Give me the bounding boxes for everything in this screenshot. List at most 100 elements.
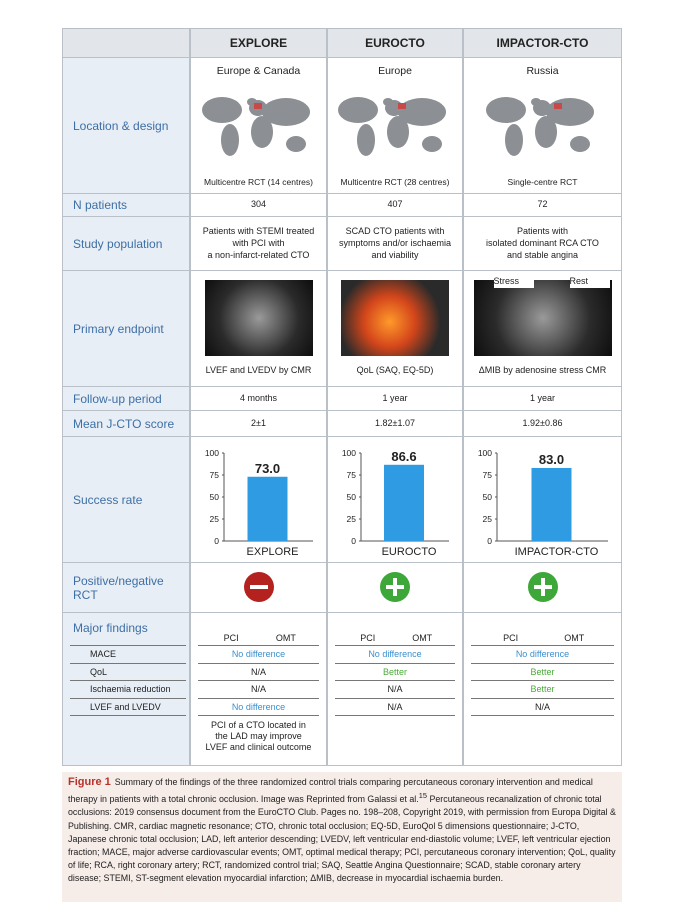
region: Europe <box>378 65 412 77</box>
endpoint-image <box>473 280 612 356</box>
finding: Better <box>530 666 555 677</box>
cell <box>327 612 463 766</box>
n-patients: 72 <box>537 199 548 209</box>
y-tick-label: 100 <box>478 448 492 458</box>
note: PCI of a CTO located in <box>211 720 306 730</box>
y-tick-label: 100 <box>205 448 219 458</box>
y-tick-label: 75 <box>483 470 493 480</box>
divider <box>471 645 614 646</box>
divider <box>471 663 614 664</box>
y-tick-label: 25 <box>210 514 220 524</box>
n-patients: 304 <box>250 199 267 209</box>
finding: N/A <box>387 701 403 712</box>
divider <box>198 715 319 716</box>
continent <box>261 98 310 126</box>
row-label: Success rate <box>62 436 190 563</box>
row-label: Mean J-CTO score <box>62 410 190 437</box>
design: Multicentre RCT (14 centres) <box>204 177 313 187</box>
population: with PCI with <box>232 238 285 248</box>
population: symptoms and/or ischaemia <box>338 238 452 248</box>
reference: 15 <box>418 791 427 801</box>
row-label: N patients <box>62 193 190 217</box>
highlight <box>253 103 262 109</box>
row-label: Major findings <box>62 612 190 766</box>
row-label: Location & design <box>62 57 190 194</box>
divider <box>335 715 455 716</box>
column-header: EXPLORE <box>190 28 327 58</box>
bar <box>384 464 424 541</box>
design: Multicentre RCT (28 centres) <box>340 177 450 187</box>
divider <box>471 680 614 681</box>
caption-text: Summary of the findings of the three ran… <box>68 777 593 805</box>
arm-header: OMT <box>412 633 433 643</box>
finding-label: LVEF and LVEDV <box>90 701 161 712</box>
finding: N/A <box>250 666 266 677</box>
header-cell <box>62 28 190 58</box>
finding: No difference <box>231 701 286 712</box>
row-label: Study population <box>62 216 190 271</box>
note: LVEF and clinical outcome <box>205 742 312 752</box>
finding: Better <box>382 666 407 677</box>
arm-header: PCI <box>503 633 519 643</box>
finding: N/A <box>534 701 550 712</box>
cell <box>463 216 622 271</box>
finding-label: Ischaemia reduction <box>90 684 171 694</box>
divider <box>471 715 614 716</box>
row-label: Positive/negative RCT <box>62 562 190 613</box>
bar-chart: 0 25 50 75 100 73.0 EXPLORE <box>205 448 313 558</box>
population: a non-infarct-related CTO <box>207 250 310 260</box>
arm-header: PCI <box>360 633 376 643</box>
image-label: Stress <box>493 276 534 288</box>
divider <box>198 663 319 664</box>
continent <box>422 136 442 152</box>
continent <box>201 97 242 123</box>
result-icon <box>380 572 410 602</box>
world-map <box>201 97 310 156</box>
followup: 1 year <box>382 393 408 403</box>
image-label: Rest <box>569 276 610 288</box>
continent <box>357 124 375 156</box>
note: the LAD may improve <box>215 731 302 741</box>
row-label: Primary endpoint <box>62 270 190 387</box>
y-tick-label: 100 <box>342 448 356 458</box>
population: Patients with <box>516 226 569 236</box>
arm-header: OMT <box>564 633 585 643</box>
y-tick-label: 50 <box>483 492 493 502</box>
y-tick-label: 50 <box>347 492 357 502</box>
finding: No difference <box>231 649 286 659</box>
population: and viability <box>371 250 419 260</box>
population: Patients with STEMI treated <box>202 226 315 236</box>
endpoint: ΔMIB by adenosine stress CMR <box>478 365 607 375</box>
figure-label: Figure 1 <box>68 776 111 788</box>
y-tick-label: 25 <box>483 514 493 524</box>
design: Single-centre RCT <box>507 177 578 187</box>
y-tick-label: 75 <box>347 470 357 480</box>
continent <box>250 116 273 148</box>
divider <box>198 680 319 681</box>
column-header: IMPACTOR-CTO <box>463 28 622 58</box>
finding: N/A <box>387 684 403 694</box>
continent <box>285 136 306 152</box>
category-label: EXPLORE <box>247 546 299 558</box>
continent <box>569 136 590 152</box>
continent <box>485 97 526 123</box>
row-label: Follow-up period <box>62 386 190 411</box>
region: Russia <box>526 65 559 77</box>
y-tick-label: 0 <box>351 536 356 546</box>
jcto: 2±1 <box>251 418 266 428</box>
finding: Better <box>530 684 555 694</box>
continent <box>534 116 557 148</box>
endpoint: LVEF and LVEDV by CMR <box>205 365 312 375</box>
continent <box>530 98 541 106</box>
divider <box>70 715 186 716</box>
continent <box>545 98 594 126</box>
finding: No difference <box>368 649 422 659</box>
category-label: EUROCTO <box>382 546 437 558</box>
cell <box>327 386 463 411</box>
continent <box>504 124 523 156</box>
caption: Figure 1 Summary of the findings of the t… <box>62 772 622 902</box>
jcto: 1.82±1.07 <box>375 418 415 428</box>
divider <box>471 698 614 699</box>
finding: No difference <box>515 649 570 659</box>
